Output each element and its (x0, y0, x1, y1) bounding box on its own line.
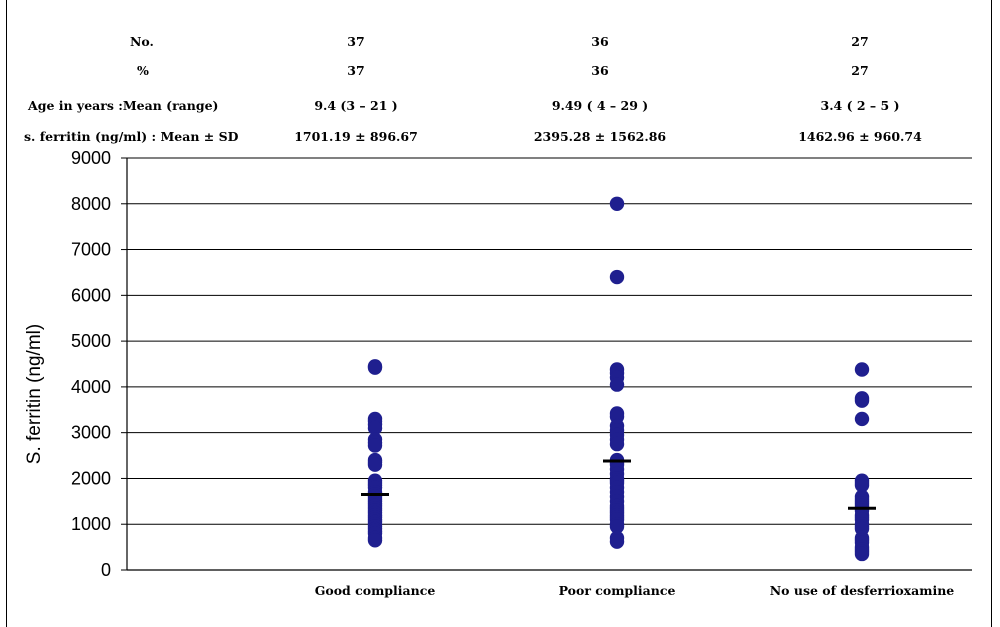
header-cell: 27 (851, 34, 868, 49)
y-tick-label: 0 (101, 560, 111, 580)
data-point (367, 360, 383, 375)
data-point (854, 362, 870, 377)
data-point (609, 196, 625, 211)
y-tick-label: 2000 (71, 468, 111, 488)
header-cell: 36 (591, 34, 609, 49)
data-point (367, 533, 383, 548)
y-tick-label: 6000 (71, 285, 111, 305)
header-cell: 9.4 (3 – 21 ) (314, 98, 397, 113)
y-tick-label: 9000 (71, 148, 111, 168)
data-points (367, 196, 870, 562)
header-row-label: Age in years :Mean (range) (27, 98, 218, 113)
y-tick-label: 7000 (71, 240, 111, 260)
data-point (367, 420, 383, 436)
header-row-label: % (137, 63, 149, 78)
y-tick-label: 4000 (71, 377, 111, 397)
data-point (854, 411, 870, 427)
data-point (609, 534, 625, 549)
x-category-label: No use of desferrioxamine (770, 583, 955, 598)
header-cell: 2395.28 ± 1562.86 (534, 129, 667, 144)
y-axis-ticks: 0 1000 2000 3000 4000 5000 6000 7000 8000 9000 (71, 148, 127, 580)
header-row-label: No. (130, 34, 154, 49)
data-point (609, 519, 625, 534)
figure-frame (6, 0, 992, 627)
y-tick-label: 8000 (71, 194, 111, 214)
y-axis-label: S. ferritin (ng/ml) (24, 324, 45, 464)
mean-markers (361, 459, 876, 510)
data-point (854, 478, 870, 493)
y-tick-label: 1000 (71, 514, 111, 534)
summary-table: No. 37 36 27% 37 36 27 Age in years :Mean (rang… (24, 34, 922, 144)
data-point (367, 438, 383, 453)
x-category-label: Poor compliance (559, 583, 676, 598)
header-cell: 9.49 ( 4 – 29 ) (552, 98, 648, 113)
x-axis-categories: Good compliance Poor compliance No use of … (315, 583, 955, 598)
header-cell: 37 (347, 63, 364, 78)
data-point (367, 457, 383, 472)
x-category-label: Good compliance (315, 583, 436, 598)
data-point (854, 393, 870, 408)
y-tick-label: 5000 (71, 331, 111, 351)
data-point (609, 377, 625, 392)
header-row-label: s. ferritin (ng/ml) : Mean ± SD (24, 129, 239, 144)
gridlines (127, 157, 972, 525)
data-point (609, 436, 625, 452)
header-cell: 36 (591, 63, 609, 78)
header-cell: 3.4 ( 2 – 5 ) (821, 98, 900, 113)
y-tick-label: 3000 (71, 423, 111, 443)
header-cell: 27 (851, 63, 868, 78)
header-cell: 37 (347, 34, 364, 49)
data-point (609, 269, 625, 285)
header-cell: 1701.19 ± 896.67 (294, 129, 418, 144)
header-cell: 1462.96 ± 960.74 (798, 129, 922, 144)
data-point (854, 546, 870, 562)
